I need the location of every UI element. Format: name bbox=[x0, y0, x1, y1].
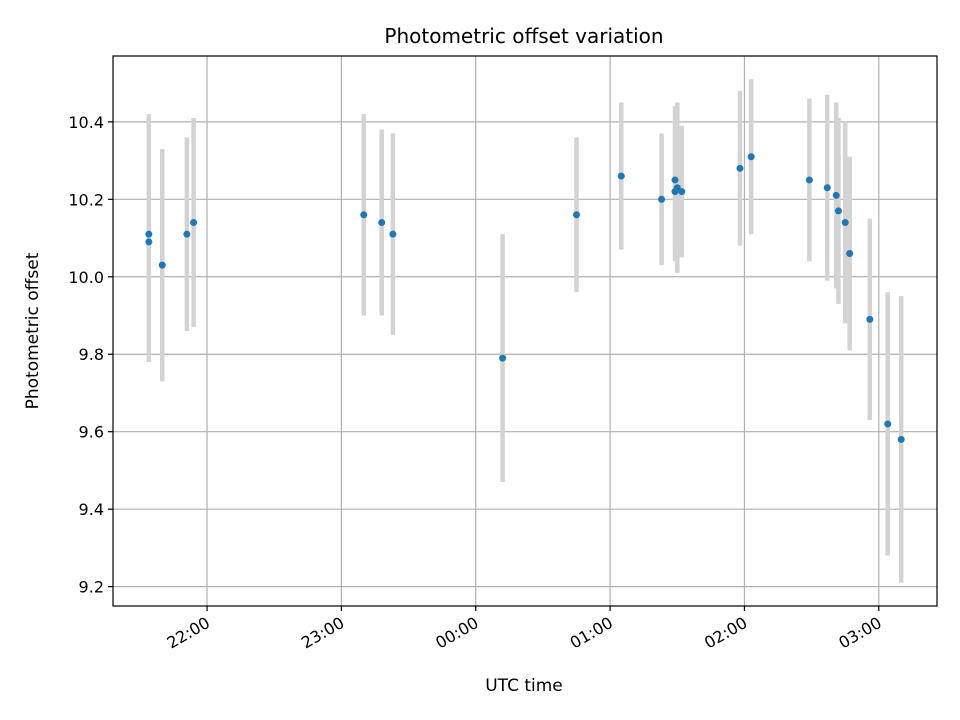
y-axis-label: Photometric offset bbox=[23, 252, 43, 409]
data-point bbox=[846, 250, 854, 258]
data-point bbox=[617, 172, 625, 180]
chart-title: Photometric offset variation bbox=[384, 24, 663, 48]
x-tick-label: 02:00 bbox=[701, 613, 750, 653]
y-tick-label: 9.4 bbox=[79, 500, 104, 519]
data-point bbox=[834, 207, 842, 215]
data-point bbox=[378, 219, 386, 227]
data-point bbox=[671, 176, 679, 184]
x-tick-label: 01:00 bbox=[567, 613, 616, 653]
data-point bbox=[747, 153, 755, 161]
x-tick-label: 03:00 bbox=[835, 613, 884, 653]
data-points bbox=[145, 153, 905, 443]
data-point bbox=[573, 211, 580, 219]
data-point bbox=[884, 420, 892, 428]
grid bbox=[113, 56, 937, 606]
data-point bbox=[841, 219, 849, 227]
data-point bbox=[360, 211, 368, 219]
y-tick-label: 9.6 bbox=[79, 423, 104, 442]
data-point bbox=[897, 435, 905, 443]
y-tick-label: 9.8 bbox=[79, 345, 104, 364]
y-tick-label: 9.2 bbox=[79, 578, 104, 597]
x-axis-ticks: 22:00 23:00 00:00 01:00 02:00 03:00 bbox=[164, 606, 885, 653]
data-point bbox=[658, 195, 666, 203]
y-axis-ticks: 9.2 9.4 9.6 9.8 10.0 10.2 10.4 bbox=[68, 113, 113, 597]
x-axis-label: UTC time bbox=[485, 676, 563, 696]
data-point bbox=[145, 230, 153, 238]
x-tick-label: 22:00 bbox=[164, 613, 213, 653]
data-point bbox=[183, 230, 191, 238]
data-point bbox=[832, 191, 840, 199]
y-tick-label: 10.2 bbox=[68, 190, 104, 209]
data-point bbox=[499, 354, 507, 362]
data-point bbox=[736, 164, 744, 172]
plot-frame bbox=[112, 55, 938, 607]
data-point bbox=[823, 184, 831, 192]
error-bars bbox=[146, 79, 904, 583]
data-point bbox=[145, 238, 153, 246]
data-point bbox=[158, 261, 166, 269]
data-point bbox=[678, 188, 686, 196]
data-point bbox=[190, 219, 198, 227]
x-tick-label: 00:00 bbox=[432, 613, 481, 653]
y-tick-label: 10.4 bbox=[68, 113, 104, 132]
data-point bbox=[805, 176, 813, 184]
x-tick-label: 23:00 bbox=[298, 613, 347, 653]
y-tick-label: 10.0 bbox=[68, 268, 104, 287]
data-point bbox=[866, 315, 874, 323]
data-point bbox=[389, 230, 397, 238]
